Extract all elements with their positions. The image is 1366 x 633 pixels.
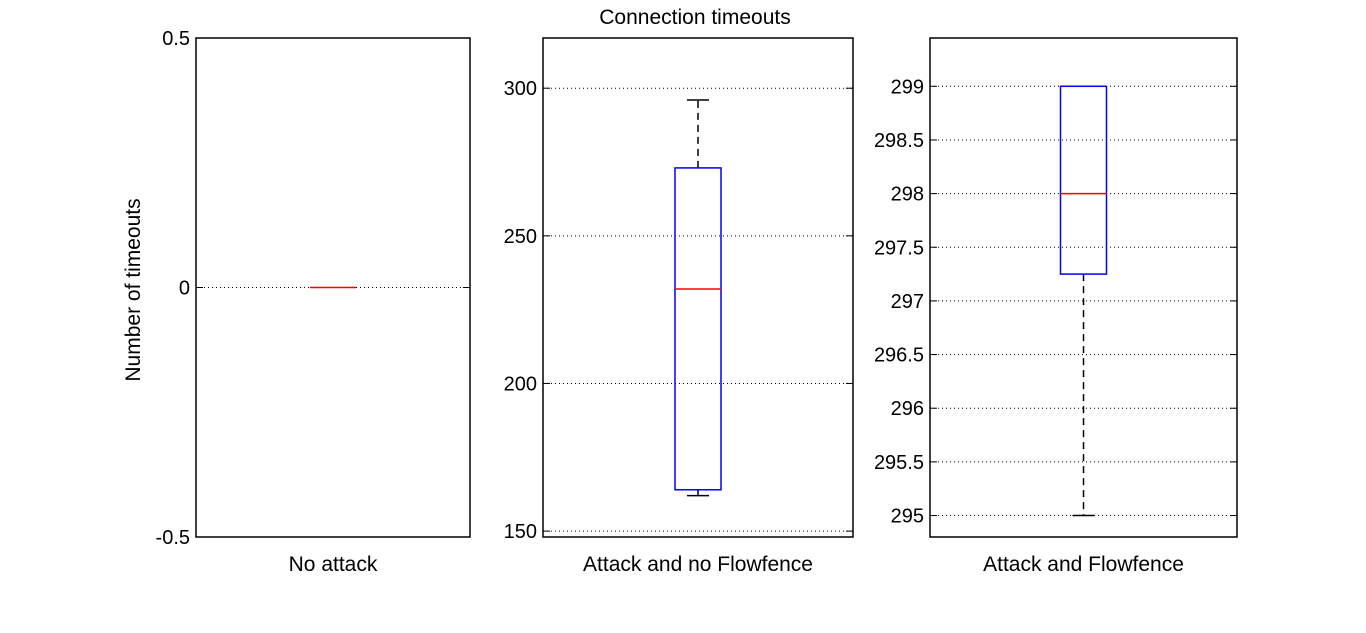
- y-tick-label: 0.5: [162, 28, 190, 50]
- y-tick-label: 200: [504, 373, 537, 395]
- axes-frame: [542, 37, 854, 538]
- y-axis-label: Number of timeouts: [122, 198, 145, 381]
- y-tick-label: 296.5: [874, 345, 924, 367]
- y-tick-label: 298.5: [874, 130, 924, 152]
- y-tick-label: 297: [891, 291, 924, 313]
- x-category-label: Attack and Flowfence: [983, 553, 1184, 576]
- panel-no-attack: -0.5 0 0.5 No attack: [156, 28, 471, 576]
- box-iqr: [674, 167, 722, 491]
- y-tick-label: 0: [179, 278, 190, 300]
- y-tick-label: 150: [504, 521, 537, 543]
- y-tick-label: 295.5: [874, 452, 924, 474]
- axes-frame: [929, 37, 1238, 538]
- y-tick-label: 297.5: [874, 237, 924, 259]
- y-tick-label: 298: [891, 184, 924, 206]
- y-tick-label: 300: [504, 78, 537, 100]
- y-tick-label: -0.5: [156, 527, 190, 549]
- panel-attack-no-flowfence: 150 200 250 300 Attack and no Flowfence: [504, 37, 854, 576]
- chart-title: Connection timeouts: [599, 6, 790, 29]
- y-tick-label: 296: [891, 398, 924, 420]
- box-iqr: [1059, 85, 1108, 275]
- y-tick-label: 299: [891, 76, 924, 98]
- panel-attack-flowfence: 295 295.5 296 296.5 297 297.5 298 298.5 299 Attac…: [874, 37, 1238, 576]
- y-tick-label: 250: [504, 226, 537, 248]
- x-category-label: Attack and no Flowfence: [583, 553, 813, 576]
- y-tick-label: 295: [891, 506, 924, 528]
- x-category-label: No attack: [289, 553, 378, 576]
